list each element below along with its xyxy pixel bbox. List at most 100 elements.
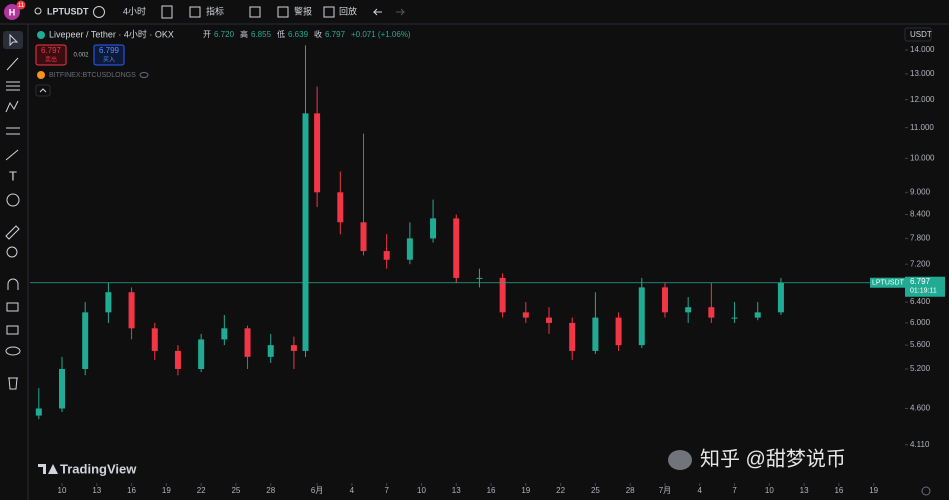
buy-button[interactable]	[93, 44, 125, 66]
lock-tool[interactable]	[6, 325, 19, 335]
ruler-tool[interactable]	[5, 225, 20, 240]
buy-label: 买入	[103, 56, 115, 64]
collapse-icon	[39, 88, 47, 93]
symbol-icon	[37, 31, 45, 39]
y-tick-label: 6.400	[910, 297, 931, 306]
ohlc-values: 开 6.720 高 6.855 低 6.639 收 6.797 +0.071 (+1.06%)	[203, 29, 411, 39]
brush-tool[interactable]	[5, 149, 19, 161]
delete-tool[interactable]	[8, 377, 18, 390]
add-symbol[interactable]	[93, 6, 105, 18]
y-tick-label: 10.000	[910, 153, 935, 162]
undo[interactable]	[372, 8, 382, 16]
candle-body	[337, 192, 344, 223]
candle-body	[453, 218, 460, 278]
replay[interactable]: 回放	[339, 5, 357, 16]
text-tool[interactable]: T	[9, 168, 17, 183]
candle-body	[592, 317, 599, 351]
candle-body	[708, 307, 715, 318]
symbol-tag-text: LPTUSDT	[872, 280, 905, 287]
candle-body	[302, 113, 309, 351]
y-tick-label: 4.600	[910, 404, 931, 413]
candle-body	[383, 251, 390, 260]
y-tick-label: 9.000	[910, 187, 931, 196]
candle-body	[406, 238, 413, 260]
replay-icon	[323, 6, 335, 18]
chart-style[interactable]	[161, 5, 173, 19]
settings-icon[interactable]	[921, 486, 931, 496]
x-tick-label: 28	[626, 486, 635, 495]
x-tick-label: 19	[162, 486, 171, 495]
projection-tool[interactable]	[6, 127, 20, 135]
sell-price: 6.797	[41, 46, 62, 55]
x-tick-label: 7	[732, 486, 737, 495]
tv-logo: TradingView	[60, 461, 137, 476]
price-tag	[905, 276, 945, 297]
overlay-icon	[37, 71, 45, 79]
pattern-tool[interactable]	[5, 100, 19, 113]
y-tick-label: 5.600	[910, 340, 931, 349]
wechat-icon	[668, 450, 692, 470]
ohlc-key: 高	[240, 29, 248, 39]
x-tick-label: 4	[698, 486, 703, 495]
candle-body	[777, 282, 784, 313]
x-tick-label: 13	[452, 486, 461, 495]
candle-body	[522, 312, 529, 318]
change: +0.071 (+1.06%)	[351, 30, 411, 39]
candle-body	[360, 222, 367, 252]
symbol[interactable]: LPTUSDT	[47, 6, 89, 16]
cursor-tool[interactable]	[3, 31, 23, 49]
y-tick-label: 8.400	[910, 210, 931, 219]
magnet-tool[interactable]	[7, 278, 19, 290]
x-tick-label: 22	[556, 486, 565, 495]
alert[interactable]: 警报	[294, 5, 312, 16]
ohlc-key: 低	[277, 29, 285, 39]
zoom-tool[interactable]	[6, 246, 18, 258]
candle-body	[615, 317, 622, 346]
y-tick-label: 6.000	[910, 318, 931, 327]
sell-button[interactable]	[35, 44, 67, 66]
overlay-visibility[interactable]	[139, 72, 149, 78]
indicators[interactable]: 指标	[206, 5, 224, 16]
badge-count: 11	[18, 3, 25, 9]
x-tick-label: 28	[266, 486, 275, 495]
x-tick-label: 19	[521, 486, 530, 495]
x-tick-label: 7月	[659, 486, 671, 495]
lock-draw-tool[interactable]	[6, 302, 19, 312]
plot: 14.000 13.000 12.000 11.000 10.000 9.000 8.400…	[30, 45, 945, 495]
currency-box[interactable]	[904, 27, 932, 42]
cursor-icon	[9, 33, 19, 47]
x-tick-label: 16	[834, 486, 843, 495]
collapse-button[interactable]	[35, 84, 51, 97]
indicator-icon	[189, 6, 201, 18]
candle-body	[267, 345, 274, 357]
redo[interactable]	[396, 8, 406, 16]
ohlc-value: 6.797	[325, 30, 346, 39]
avatar[interactable]	[4, 4, 20, 20]
emoji-tool[interactable]	[6, 193, 20, 207]
candle-body	[476, 277, 483, 279]
fib-tool[interactable]	[6, 81, 20, 91]
interval[interactable]: 4小时	[123, 5, 146, 16]
visibility-tool[interactable]	[5, 346, 21, 356]
x-tick-label: 4	[350, 486, 355, 495]
layout-icon[interactable]	[249, 6, 261, 18]
symbol-tag	[870, 277, 905, 288]
trend-line-tool[interactable]	[6, 57, 19, 71]
ohlc-key: 收	[314, 29, 322, 39]
buy-price: 6.799	[99, 46, 120, 55]
candle-body	[430, 218, 437, 239]
x-tick-label: 22	[197, 486, 206, 495]
price-tag-value: 6.797	[910, 277, 931, 286]
left-toolbar: T	[3, 24, 29, 500]
candle-body	[638, 287, 645, 346]
candle-body	[290, 345, 297, 351]
candle-body	[128, 292, 135, 329]
x-tick-label: 13	[800, 486, 809, 495]
candle-body	[59, 369, 66, 409]
candle-body	[35, 408, 42, 416]
x-tick-label: 10	[417, 486, 426, 495]
ohlc-value: 6.720	[214, 30, 235, 39]
ohlc-key: 开	[203, 30, 211, 39]
